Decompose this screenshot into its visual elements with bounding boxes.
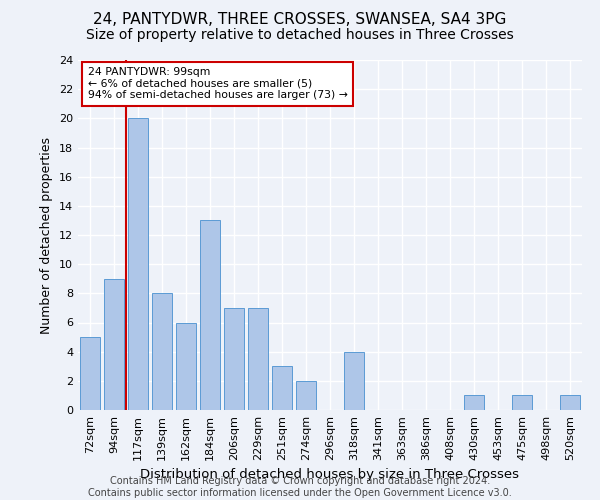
Text: 24, PANTYDWR, THREE CROSSES, SWANSEA, SA4 3PG: 24, PANTYDWR, THREE CROSSES, SWANSEA, SA… (94, 12, 506, 28)
Bar (128, 118, 148, 410)
Bar (296, 381, 316, 410)
Y-axis label: Number of detached properties: Number of detached properties (40, 136, 53, 334)
Bar (104, 279, 124, 410)
Bar (80, 337, 100, 410)
Bar (248, 308, 268, 410)
Text: Size of property relative to detached houses in Three Crosses: Size of property relative to detached ho… (86, 28, 514, 42)
Bar (464, 396, 484, 410)
Text: Contains HM Land Registry data © Crown copyright and database right 2024.
Contai: Contains HM Land Registry data © Crown c… (88, 476, 512, 498)
Bar (200, 220, 220, 410)
Bar (344, 352, 364, 410)
Bar (272, 366, 292, 410)
Text: 24 PANTYDWR: 99sqm
← 6% of detached houses are smaller (5)
94% of semi-detached : 24 PANTYDWR: 99sqm ← 6% of detached hous… (88, 68, 347, 100)
Bar (560, 396, 580, 410)
X-axis label: Distribution of detached houses by size in Three Crosses: Distribution of detached houses by size … (140, 468, 520, 481)
Bar (224, 308, 244, 410)
Bar (152, 294, 172, 410)
Bar (176, 322, 196, 410)
Bar (512, 396, 532, 410)
